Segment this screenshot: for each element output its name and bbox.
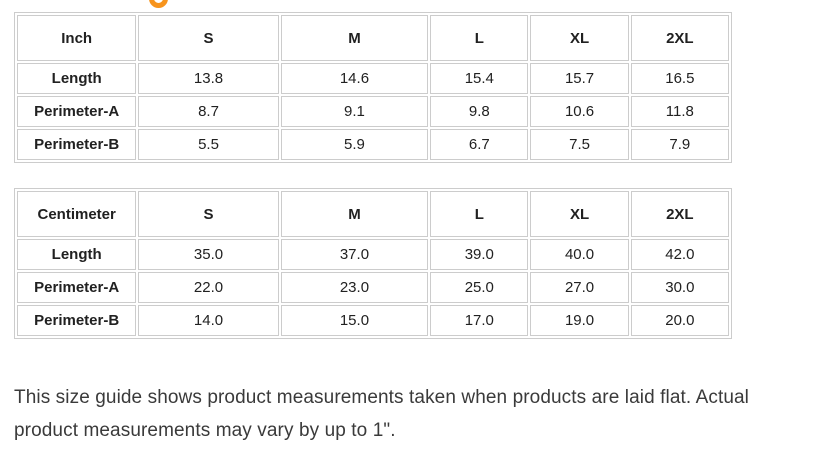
table-row: Perimeter-A 22.0 23.0 25.0 27.0 30.0 (17, 272, 729, 303)
row-label-cell: Perimeter-B (17, 305, 137, 336)
value-cell: 23.0 (280, 272, 429, 303)
value-cell: 35.0 (138, 239, 279, 270)
unit-header-cell: Inch (17, 15, 137, 61)
size-header-cell: S (138, 15, 279, 61)
value-cell: 20.0 (630, 305, 729, 336)
size-header-cell: 2XL (630, 15, 729, 61)
value-cell: 30.0 (630, 272, 729, 303)
size-table-inch: Inch S M L XL 2XL Length 13.8 14.6 15.4 … (14, 12, 732, 163)
value-cell: 5.5 (138, 129, 279, 160)
row-label-cell: Length (17, 63, 137, 94)
clipped-heading-glyph (149, 0, 171, 9)
unit-header-cell: Centimeter (17, 191, 137, 237)
value-cell: 15.0 (280, 305, 429, 336)
value-cell: 19.0 (530, 305, 629, 336)
value-cell: 27.0 (530, 272, 629, 303)
value-cell: 7.9 (630, 129, 729, 160)
value-cell: 9.1 (280, 96, 429, 127)
value-cell: 9.8 (430, 96, 529, 127)
row-label-cell: Perimeter-A (17, 96, 137, 127)
value-cell: 14.6 (280, 63, 429, 94)
value-cell: 6.7 (430, 129, 529, 160)
size-guide-note: This size guide shows product measuremen… (14, 387, 750, 441)
value-cell: 22.0 (138, 272, 279, 303)
table-row: Length 35.0 37.0 39.0 40.0 42.0 (17, 239, 729, 270)
table-header-row: Centimeter S M L XL 2XL (17, 191, 729, 237)
heading-glyph-fragment (149, 0, 168, 8)
value-cell: 13.8 (138, 63, 279, 94)
size-header-cell: L (430, 191, 529, 237)
value-cell: 8.7 (138, 96, 279, 127)
value-cell: 5.9 (280, 129, 429, 160)
value-cell: 10.6 (530, 96, 629, 127)
value-cell: 17.0 (430, 305, 529, 336)
value-cell: 14.0 (138, 305, 279, 336)
value-cell: 7.5 (530, 129, 629, 160)
row-label-cell: Length (17, 239, 137, 270)
size-header-cell: M (280, 15, 429, 61)
table-row: Perimeter-A 8.7 9.1 9.8 10.6 11.8 (17, 96, 729, 127)
value-cell: 11.8 (630, 96, 729, 127)
value-cell: 42.0 (630, 239, 729, 270)
row-label-cell: Perimeter-B (17, 129, 137, 160)
size-header-cell: XL (530, 191, 629, 237)
size-table-centimeter: Centimeter S M L XL 2XL Length 35.0 37.0… (14, 188, 732, 339)
value-cell: 25.0 (430, 272, 529, 303)
value-cell: 37.0 (280, 239, 429, 270)
value-cell: 40.0 (530, 239, 629, 270)
table-row: Length 13.8 14.6 15.4 15.7 16.5 (17, 63, 729, 94)
value-cell: 16.5 (630, 63, 729, 94)
table-header-row: Inch S M L XL 2XL (17, 15, 729, 61)
size-header-cell: XL (530, 15, 629, 61)
value-cell: 39.0 (430, 239, 529, 270)
size-header-cell: S (138, 191, 279, 237)
size-header-cell: 2XL (630, 191, 729, 237)
value-cell: 15.7 (530, 63, 629, 94)
size-header-cell: M (280, 191, 429, 237)
value-cell: 15.4 (430, 63, 529, 94)
table-row: Perimeter-B 5.5 5.9 6.7 7.5 7.9 (17, 129, 729, 160)
table-row: Perimeter-B 14.0 15.0 17.0 19.0 20.0 (17, 305, 729, 336)
size-header-cell: L (430, 15, 529, 61)
row-label-cell: Perimeter-A (17, 272, 137, 303)
